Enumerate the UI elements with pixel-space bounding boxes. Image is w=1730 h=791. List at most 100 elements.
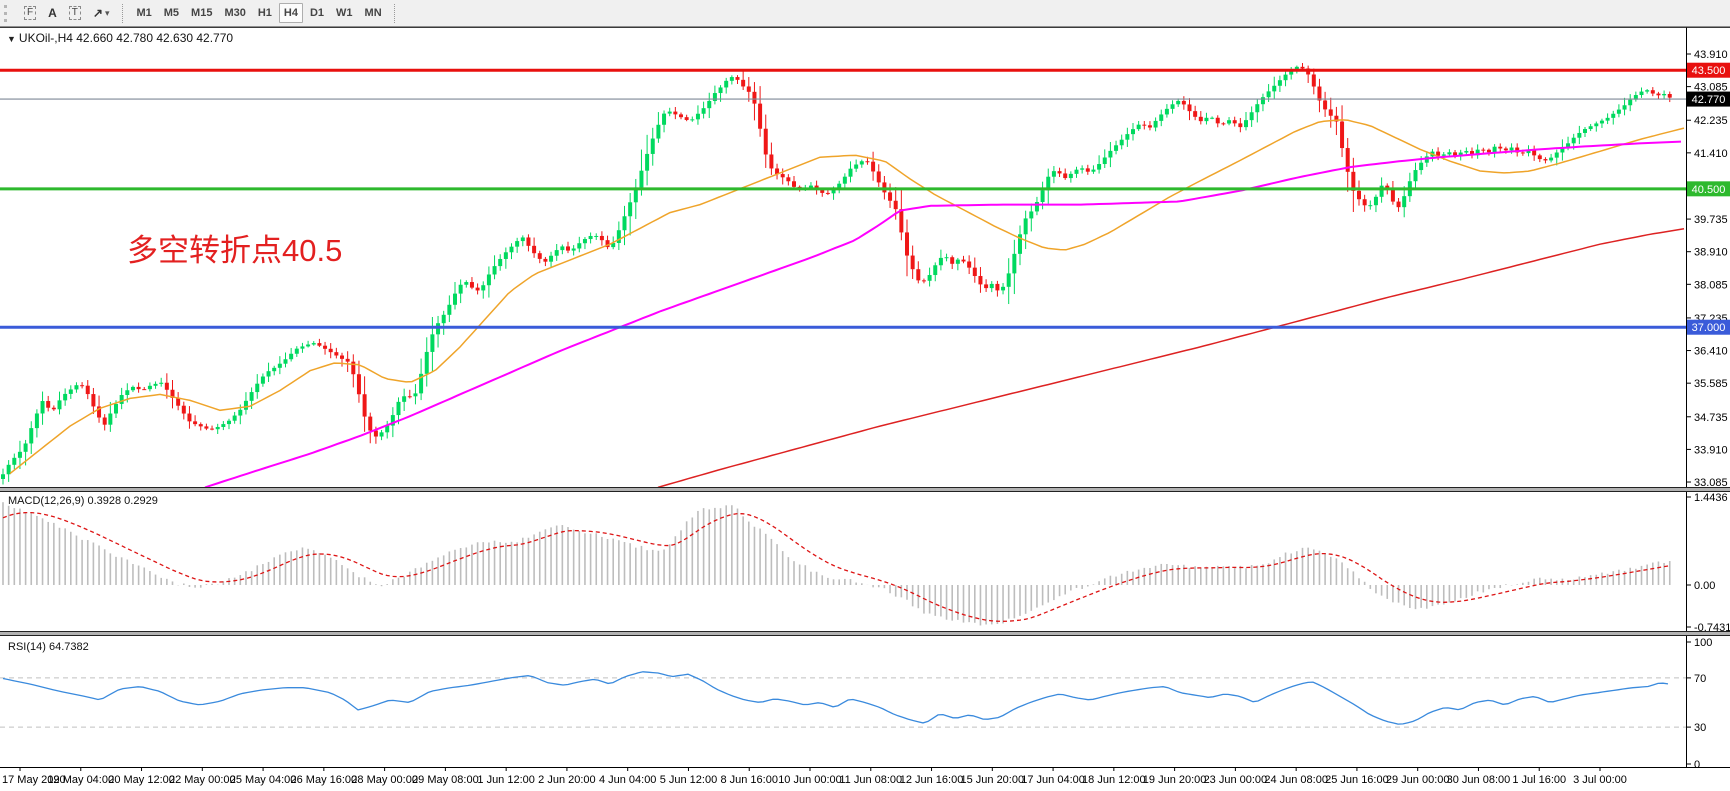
price-badge-43.500: 43.500 (1687, 62, 1730, 78)
svg-text:30 Jun 08:00: 30 Jun 08:00 (1447, 774, 1511, 786)
svg-text:100: 100 (1694, 637, 1712, 649)
svg-text:25 May 04:00: 25 May 04:00 (230, 774, 297, 786)
svg-text:33.085: 33.085 (1694, 477, 1728, 489)
timeframe-button-H4[interactable]: H4 (278, 3, 303, 23)
text-tool-button[interactable]: A (42, 4, 63, 22)
svg-text:1 Jun 12:00: 1 Jun 12:00 (477, 774, 535, 786)
svg-text:40.500: 40.500 (1692, 184, 1726, 196)
svg-text:28 May 00:00: 28 May 00:00 (351, 774, 418, 786)
svg-text:33.910: 33.910 (1694, 444, 1728, 456)
svg-text:38.910: 38.910 (1694, 247, 1728, 259)
toolbar: F A T ↗ ▾ M1 M5 M15 M30 H1 H4 D1 W1 MN (0, 0, 1730, 27)
timeframe-button-H1[interactable]: H1 (253, 3, 277, 23)
svg-text:17 Jun 04:00: 17 Jun 04:00 (1021, 774, 1085, 786)
svg-text:12 Jun 16:00: 12 Jun 16:00 (900, 774, 964, 786)
svg-text:36.410: 36.410 (1694, 346, 1728, 358)
svg-text:42.235: 42.235 (1694, 115, 1728, 127)
rsi-line (2, 671, 1669, 725)
svg-text:29 Jun 00:00: 29 Jun 00:00 (1386, 774, 1450, 786)
toolbar-separator (393, 3, 396, 23)
svg-text:17 May 2020: 17 May 2020 (2, 774, 66, 786)
svg-text:3 Jul 00:00: 3 Jul 00:00 (1573, 774, 1627, 786)
timeframe-group: M1 M5 M15 M30 H1 H4 D1 W1 MN (131, 3, 386, 23)
timeframe-button-W1[interactable]: W1 (331, 3, 358, 23)
fibonacci-tool-button[interactable]: F (18, 4, 42, 22)
price-badge-42.770: 42.770 (1687, 91, 1730, 107)
macd-histogram (2, 502, 1671, 626)
price-badge-37.000: 37.000 (1687, 319, 1730, 335)
svg-text:11 Jun 08:00: 11 Jun 08:00 (839, 774, 902, 786)
svg-text:42.770: 42.770 (1692, 94, 1726, 106)
symbol-title: ▼ UKOil-,H4 42.660 42.780 42.630 42.770 (7, 31, 233, 45)
text-label-icon: T (68, 6, 81, 20)
svg-text:15 Jun 20:00: 15 Jun 20:00 (960, 774, 1024, 786)
ma-slow-line (657, 227, 1685, 487)
svg-text:0: 0 (1694, 759, 1700, 771)
price-panel[interactable] (0, 63, 1686, 487)
svg-text:34.735: 34.735 (1694, 412, 1728, 424)
svg-text:43.910: 43.910 (1694, 49, 1728, 61)
svg-text:29 May 08:00: 29 May 08:00 (412, 774, 479, 786)
svg-text:35.585: 35.585 (1694, 378, 1728, 390)
price-badge-40.500: 40.500 (1687, 181, 1730, 197)
candles-layer (1, 63, 1672, 485)
chart-frame (0, 27, 1730, 768)
svg-text:5 Jun 12:00: 5 Jun 12:00 (660, 774, 718, 786)
svg-text:43.085: 43.085 (1694, 82, 1728, 94)
text-icon: A (48, 6, 57, 20)
price-axis: 43.910 43.085 42.235 41.410 39.735 38.910 38.0… (1686, 49, 1730, 489)
fibonacci-icon: F (24, 6, 37, 20)
rsi-indicator-label: RSI(14) 64.7382 (8, 641, 89, 653)
arrows-icon: ↗ (92, 6, 103, 20)
timeframe-button-M5[interactable]: M5 (159, 3, 184, 23)
toolbar-grip[interactable] (4, 4, 12, 22)
timeframe-button-M30[interactable]: M30 (219, 3, 250, 23)
svg-text:0.00: 0.00 (1694, 580, 1715, 592)
macd-indicator-label: MACD(12,26,9) 0.3928 0.2929 (8, 495, 158, 507)
svg-text:38.085: 38.085 (1694, 279, 1728, 291)
text-label-tool-button[interactable]: T (63, 4, 87, 22)
svg-text:70: 70 (1694, 673, 1706, 685)
timeframe-button-M15[interactable]: M15 (186, 3, 217, 23)
svg-text:19 Jun 20:00: 19 Jun 20:00 (1143, 774, 1207, 786)
svg-text:2 Jun 20:00: 2 Jun 20:00 (538, 774, 596, 786)
toolbar-separator (122, 3, 124, 23)
svg-text:1 Jul 16:00: 1 Jul 16:00 (1512, 774, 1566, 786)
symbol-title-text: UKOil-,H4 42.660 42.780 42.630 42.770 (18, 31, 234, 45)
macd-panel[interactable] (2, 502, 1671, 626)
svg-text:19 May 04:00: 19 May 04:00 (47, 774, 114, 786)
macd-signal-line (2, 511, 1670, 622)
svg-text:23 Jun 00:00: 23 Jun 00:00 (1204, 774, 1268, 786)
svg-text:4 Jun 04:00: 4 Jun 04:00 (599, 774, 657, 786)
chart-dropdown-icon[interactable]: ▼ (7, 34, 16, 44)
svg-text:18 Jun 12:00: 18 Jun 12:00 (1082, 774, 1146, 786)
timeframe-button-MN[interactable]: MN (360, 3, 387, 23)
chart-annotation-text: 多空转折点40.5 (127, 233, 343, 268)
svg-text:1.4436: 1.4436 (1694, 492, 1728, 504)
panel-divider-macd[interactable] (0, 487, 1730, 492)
rsi-axis: 100 70 30 0 (1686, 637, 1712, 771)
ma-fast-line (9, 119, 1685, 475)
svg-text:8 Jun 16:00: 8 Jun 16:00 (720, 774, 778, 786)
svg-text:30: 30 (1694, 722, 1706, 734)
chevron-down-icon: ▾ (104, 7, 110, 18)
rsi-panel[interactable] (0, 671, 1686, 728)
svg-text:37.000: 37.000 (1692, 322, 1726, 334)
ma-mid-line (204, 140, 1682, 487)
svg-text:20 May 12:00: 20 May 12:00 (108, 774, 175, 786)
timeframe-button-M1[interactable]: M1 (131, 3, 156, 23)
svg-text:25 Jun 16:00: 25 Jun 16:00 (1325, 774, 1389, 786)
timeframe-button-D1[interactable]: D1 (305, 3, 329, 23)
svg-text:22 May 00:00: 22 May 00:00 (169, 774, 236, 786)
arrows-tool-button[interactable]: ↗ ▾ (87, 4, 116, 22)
svg-text:24 Jun 08:00: 24 Jun 08:00 (1264, 774, 1328, 786)
panel-divider-rsi[interactable] (0, 631, 1730, 636)
svg-text:41.410: 41.410 (1694, 148, 1728, 160)
svg-text:39.735: 39.735 (1694, 214, 1728, 226)
svg-text:10 Jun 00:00: 10 Jun 00:00 (778, 774, 842, 786)
svg-text:26 May 16:00: 26 May 16:00 (291, 774, 358, 786)
